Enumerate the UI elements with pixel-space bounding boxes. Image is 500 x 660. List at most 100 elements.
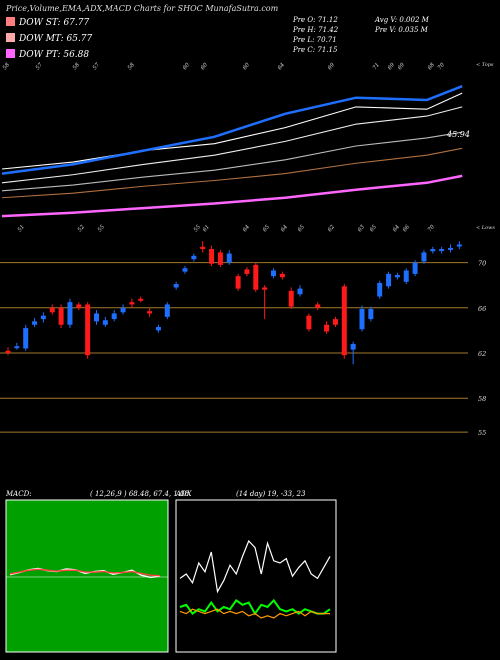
top-tick-label: 58 — [72, 62, 81, 72]
low-tick-label: 65 — [369, 224, 378, 234]
candle-body — [182, 268, 188, 272]
legend-label-pt: DOW PT: 56.88 — [19, 50, 90, 60]
candle-body — [350, 343, 356, 350]
ema-value-label: 45.94 — [446, 130, 470, 139]
ema-series-line — [1, 85, 463, 175]
low-tick-label: 66 — [402, 224, 411, 234]
candle-body — [279, 273, 285, 278]
candle-body — [430, 249, 436, 252]
candle-body — [94, 313, 99, 322]
candle-body — [332, 319, 338, 325]
top-tick-label: 69 — [327, 62, 336, 72]
top-tick-label: 68 — [427, 62, 436, 72]
top-tick-label: 60 — [200, 62, 209, 72]
low-tick-label: 65 — [262, 224, 271, 234]
low-tick-label: 70 — [427, 224, 436, 234]
top-tick-label: 71 — [372, 62, 381, 71]
macd-params: ( 12,26,9 ) 68.48, 67.4, 1.08 — [90, 490, 190, 498]
ohlc-low: Pre L: 70.71 — [293, 36, 337, 44]
candle-body — [315, 304, 321, 308]
low-tick-label: 55 — [97, 224, 106, 234]
macd-title: MACD: — [5, 490, 32, 498]
ohlc-high: Pre H: 71.42 — [293, 26, 339, 34]
candle-body — [40, 315, 46, 320]
candle-body — [191, 255, 197, 260]
price-tick-label: 66 — [478, 305, 486, 313]
legend-label-st: DOW ST: 67.77 — [19, 18, 90, 28]
candle-body — [164, 304, 170, 317]
candle-body — [456, 244, 462, 247]
ema-series-line — [1, 131, 463, 192]
legend-swatch-mt — [6, 33, 15, 42]
legend-dow-st: DOW ST: 67.77 — [6, 17, 89, 32]
candle-body — [439, 249, 445, 252]
candle-body — [244, 269, 250, 274]
adx-title: ADX — [175, 490, 193, 498]
candle-body — [359, 308, 365, 330]
candle-body — [173, 284, 179, 288]
macd-series-line — [9, 568, 161, 577]
candle-body — [235, 276, 241, 289]
candle-body — [226, 253, 232, 263]
candle-body — [129, 302, 135, 305]
ema-series-line — [1, 147, 463, 199]
prev-volume: Pre V: 0.035 M — [375, 26, 428, 34]
adx-series-line — [179, 608, 330, 619]
ohlc-close: Pre C: 71.15 — [293, 46, 338, 54]
candle-body — [253, 264, 259, 290]
candle-body — [138, 298, 144, 301]
candle-body — [448, 247, 453, 250]
candle-body — [14, 346, 20, 349]
price-tick-label: 55 — [478, 429, 486, 437]
tops-label: < Tops — [476, 62, 494, 68]
low-tick-label: 65 — [297, 224, 306, 234]
top-tick-label: 57 — [35, 62, 44, 72]
candle-body — [341, 286, 347, 356]
top-tick-label: 60 — [242, 62, 251, 72]
top-tick-label: 60 — [182, 62, 191, 72]
candle-body — [76, 304, 82, 308]
top-tick-label: 57 — [92, 62, 101, 72]
adx-series-line — [179, 539, 331, 594]
candle-body — [120, 307, 126, 313]
avg-volume: Avg V: 0.002 M — [375, 16, 429, 24]
low-tick-label: 64 — [242, 224, 251, 234]
candle-body — [306, 315, 312, 330]
candle-body — [271, 270, 276, 277]
candle-body — [209, 249, 215, 264]
macd-panel — [5, 499, 169, 653]
top-tick-label: 58 — [127, 62, 136, 72]
legend-dow-pt: DOW PT: 56.88 — [6, 49, 89, 64]
ema-series-line — [1, 106, 463, 184]
candle-body — [23, 328, 29, 349]
candle-body — [102, 320, 108, 325]
low-tick-label: 64 — [392, 224, 401, 234]
low-tick-label: 62 — [327, 224, 336, 234]
low-tick-label: 61 — [202, 224, 211, 233]
price-tick-label: 62 — [478, 350, 486, 358]
candle-body — [297, 288, 303, 295]
candle-body — [32, 321, 38, 325]
candle-body — [49, 307, 55, 313]
adx-panel — [175, 499, 337, 653]
candle-body — [394, 275, 400, 278]
top-tick-label: 58 — [2, 62, 11, 72]
candle-body — [262, 287, 268, 290]
top-tick-label: 70 — [437, 62, 446, 72]
adx-params: (14 day) 19, -33, 23 — [236, 490, 306, 498]
candle-body — [412, 262, 418, 274]
candle-body — [5, 350, 11, 353]
legend-swatch-st — [6, 17, 15, 26]
candle-body — [386, 273, 392, 287]
lows-label: < Lows — [476, 225, 495, 231]
low-tick-label: 64 — [280, 224, 289, 234]
legend-swatch-pt — [6, 49, 15, 58]
chart-title: Price,Volume,EMA,ADX,MACD Charts for SHO… — [6, 4, 279, 13]
ema-series-line — [1, 174, 463, 218]
candle-body — [67, 302, 73, 325]
price-tick-label: 58 — [478, 395, 486, 403]
candle-body — [200, 246, 206, 250]
low-tick-label: 55 — [193, 224, 202, 234]
candle-body — [155, 327, 161, 331]
